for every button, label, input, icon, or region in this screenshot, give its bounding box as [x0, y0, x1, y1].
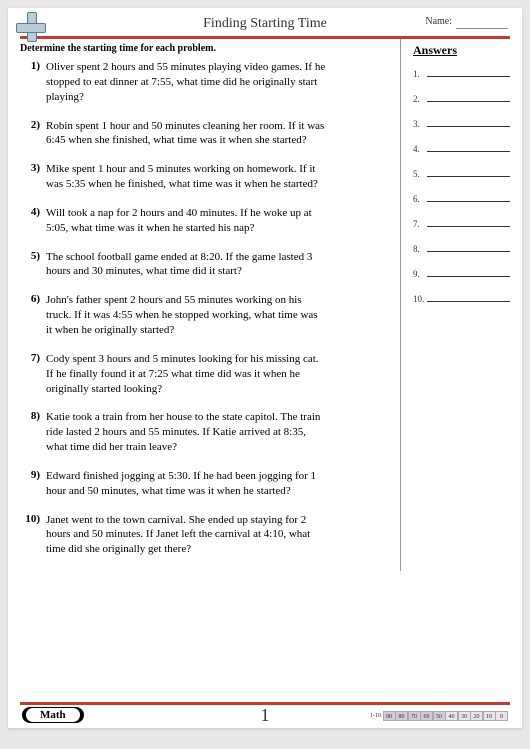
problem-2: 2) Robin spent 1 hour and 50 minutes cle… [20, 119, 392, 149]
answers-title: Answers [413, 43, 510, 58]
problem-number: 4) [20, 206, 46, 236]
problem-number: 3) [20, 162, 46, 192]
score-cell: 0 [495, 711, 508, 721]
answer-num: 6. [413, 194, 427, 204]
problem-text: Janet went to the town carnival. She end… [46, 513, 326, 558]
problem-number: 10) [20, 513, 46, 558]
problem-text: Oliver spent 2 hours and 55 minutes play… [46, 60, 326, 105]
problem-text: The school football game ended at 8:20. … [46, 250, 326, 280]
answer-blank [427, 218, 510, 227]
problem-number: 7) [20, 352, 46, 397]
problem-8: 8) Katie took a train from her house to … [20, 410, 392, 455]
answer-num: 2. [413, 94, 427, 104]
instruction-text: Determine the starting time for each pro… [20, 39, 392, 60]
answer-blank [427, 143, 510, 152]
problem-5: 5) The school football game ended at 8:2… [20, 250, 392, 280]
answer-line-10: 10. [413, 293, 510, 304]
answer-num: 10. [413, 294, 427, 304]
score-cell: 60 [420, 711, 433, 721]
content-wrap: Determine the starting time for each pro… [8, 39, 522, 571]
score-cell: 70 [408, 711, 421, 721]
problem-9: 9) Edward finished jogging at 5:30. If h… [20, 469, 392, 499]
problem-10: 10) Janet went to the town carnival. She… [20, 513, 392, 558]
score-cell: 30 [458, 711, 471, 721]
answer-line-4: 4. [413, 143, 510, 154]
problem-1: 1) Oliver spent 2 hours and 55 minutes p… [20, 60, 392, 105]
answer-num: 9. [413, 269, 427, 279]
score-bar: 1-10 90 80 70 60 50 40 30 20 10 0 [370, 711, 508, 721]
answer-line-1: 1. [413, 68, 510, 79]
score-cell: 20 [470, 711, 483, 721]
problem-text: Mike spent 1 hour and 5 minutes working … [46, 162, 326, 192]
answer-line-6: 6. [413, 193, 510, 204]
answer-line-5: 5. [413, 168, 510, 179]
page-number: 1 [261, 705, 270, 726]
name-label: Name: [425, 16, 452, 27]
problem-7: 7) Cody spent 3 hours and 5 minutes look… [20, 352, 392, 397]
problem-number: 5) [20, 250, 46, 280]
math-badge: Math [22, 707, 84, 723]
score-cell: 40 [445, 711, 458, 721]
problem-3: 3) Mike spent 1 hour and 5 minutes worki… [20, 162, 392, 192]
problem-number: 2) [20, 119, 46, 149]
score-cell: 90 [383, 711, 396, 721]
math-badge-label: Math [26, 708, 80, 722]
problem-number: 8) [20, 410, 46, 455]
problems-column: Determine the starting time for each pro… [20, 39, 400, 571]
score-prefix: 1-10 [370, 711, 381, 721]
answer-line-7: 7. [413, 218, 510, 229]
footer-row: Math 1 1-10 90 80 70 60 50 40 30 20 10 0 [8, 705, 522, 727]
problem-6: 6) John's father spent 2 hours and 55 mi… [20, 293, 392, 338]
answer-num: 7. [413, 219, 427, 229]
answer-num: 4. [413, 144, 427, 154]
answer-blank [427, 68, 510, 77]
answer-blank [427, 268, 510, 277]
score-cell: 10 [483, 711, 496, 721]
problem-text: Edward finished jogging at 5:30. If he h… [46, 469, 326, 499]
problem-number: 9) [20, 469, 46, 499]
answer-blank [427, 243, 510, 252]
answer-line-9: 9. [413, 268, 510, 279]
problem-text: Robin spent 1 hour and 50 minutes cleani… [46, 119, 326, 149]
answer-num: 1. [413, 69, 427, 79]
answer-line-3: 3. [413, 118, 510, 129]
answer-num: 8. [413, 244, 427, 254]
problem-text: Cody spent 3 hours and 5 minutes looking… [46, 352, 326, 397]
name-blank-line [456, 28, 508, 29]
answer-blank [427, 193, 510, 202]
problem-text: Katie took a train from her house to the… [46, 410, 326, 455]
problem-4: 4) Will took a nap for 2 hours and 40 mi… [20, 206, 392, 236]
answer-blank [427, 118, 510, 127]
problem-text: Will took a nap for 2 hours and 40 minut… [46, 206, 326, 236]
header: Finding Starting Time Name: [8, 8, 522, 36]
problem-number: 1) [20, 60, 46, 105]
answer-num: 3. [413, 119, 427, 129]
footer: Math 1 1-10 90 80 70 60 50 40 30 20 10 0 [8, 702, 522, 728]
answer-line-2: 2. [413, 93, 510, 104]
score-cell: 50 [433, 711, 446, 721]
answer-num: 5. [413, 169, 427, 179]
answer-blank [427, 293, 510, 302]
answers-column: Answers 1. 2. 3. 4. 5. 6. 7. 8. 9. 10. [400, 39, 510, 571]
answer-blank [427, 168, 510, 177]
answer-blank [427, 93, 510, 102]
answer-line-8: 8. [413, 243, 510, 254]
problem-text: John's father spent 2 hours and 55 minut… [46, 293, 326, 338]
score-cell: 80 [395, 711, 408, 721]
worksheet-page: Finding Starting Time Name: Determine th… [8, 8, 522, 728]
problem-number: 6) [20, 293, 46, 338]
